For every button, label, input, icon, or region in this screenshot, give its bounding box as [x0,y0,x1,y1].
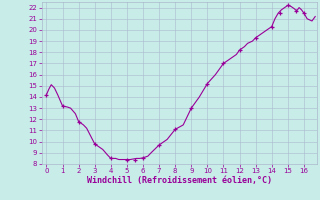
X-axis label: Windchill (Refroidissement éolien,°C): Windchill (Refroidissement éolien,°C) [87,176,272,185]
